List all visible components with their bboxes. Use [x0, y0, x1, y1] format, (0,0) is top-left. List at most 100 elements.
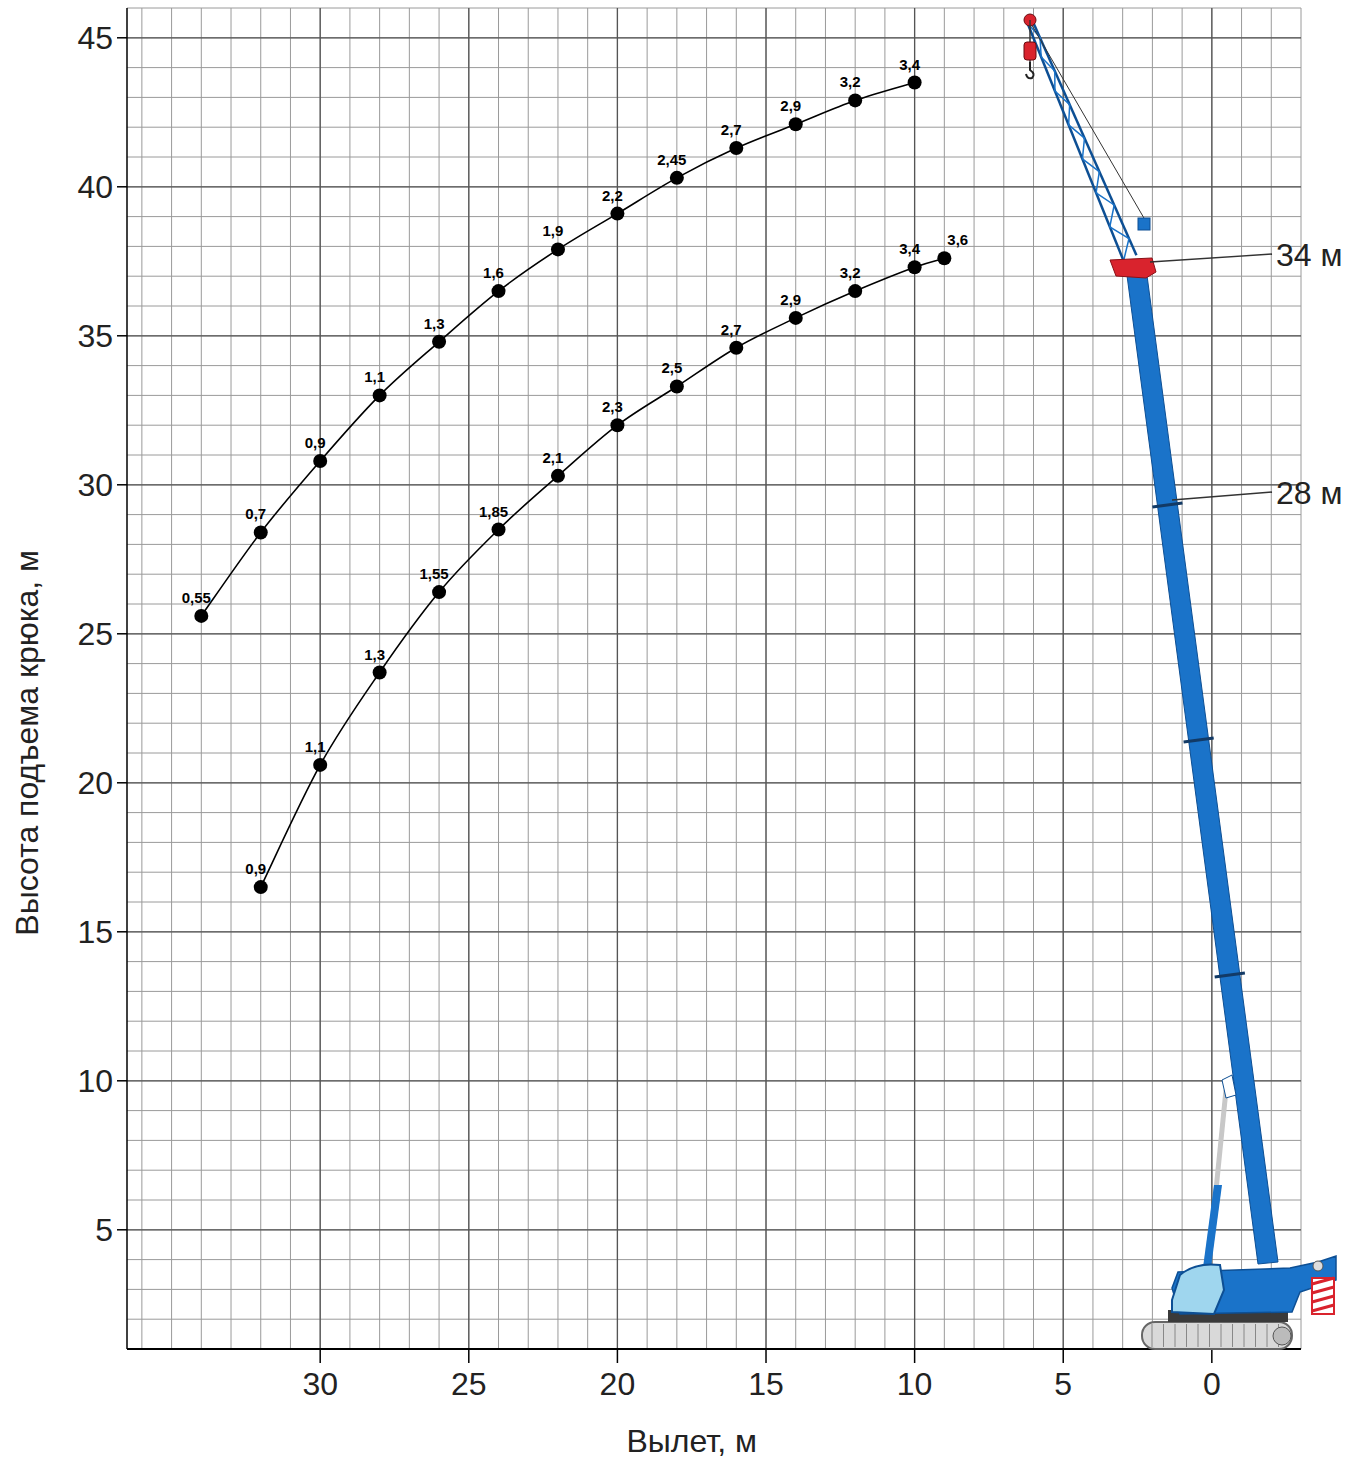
point — [551, 469, 565, 483]
y-tick — [117, 782, 127, 784]
minor-grid — [409, 8, 410, 1349]
x-tick-label: 5 — [1054, 1366, 1072, 1402]
x-tick — [617, 1349, 619, 1363]
load-label: 0,9 — [305, 434, 326, 451]
series-label: 28 м — [1276, 475, 1342, 511]
load-label: 2,3 — [602, 398, 623, 415]
load-label: 1,1 — [364, 368, 385, 385]
series-label: 34 м — [1276, 237, 1342, 273]
cab — [1172, 1264, 1224, 1314]
y-tick — [117, 484, 127, 486]
point — [908, 76, 922, 90]
stripe — [1312, 1296, 1334, 1302]
minor-grid — [127, 1170, 1301, 1171]
grid-line — [127, 484, 1301, 485]
load-label: 1,85 — [479, 503, 508, 520]
load-label: 1,9 — [543, 222, 564, 239]
minor-grid — [349, 8, 350, 1349]
point — [313, 454, 327, 468]
minor-grid — [127, 1229, 1301, 1230]
load-label: 3,2 — [840, 73, 861, 90]
load-label: 2,9 — [780, 291, 801, 308]
minor-grid — [127, 186, 1301, 187]
track-link — [1221, 1324, 1222, 1347]
minor-grid — [127, 425, 1301, 426]
minor-grid — [127, 67, 1301, 68]
minor-grid — [127, 514, 1301, 515]
minor-grid — [127, 663, 1301, 664]
point — [848, 284, 862, 298]
minor-grid — [127, 97, 1301, 98]
grid-line — [320, 8, 321, 1349]
track-link — [1163, 1324, 1164, 1347]
y-tick — [117, 1080, 127, 1082]
boom-head — [1110, 258, 1156, 278]
load-label: 1,3 — [424, 315, 445, 332]
minor-grid — [127, 753, 1301, 754]
x-tick — [1211, 1349, 1213, 1363]
point — [373, 388, 387, 402]
load-label: 2,9 — [780, 97, 801, 114]
load-curve — [261, 258, 945, 887]
minor-grid — [127, 8, 1301, 9]
boom-joint — [1215, 973, 1245, 977]
load-label: 1,1 — [305, 738, 326, 755]
grid-line — [765, 8, 766, 1349]
x-tick-label: 20 — [600, 1366, 636, 1402]
idler — [1273, 1327, 1291, 1345]
minor-grid — [884, 8, 885, 1349]
minor-grid — [127, 1110, 1301, 1111]
load-label: 2,7 — [721, 321, 742, 338]
minor-grid — [127, 1021, 1301, 1022]
minor-grid — [201, 8, 202, 1349]
minor-grid — [557, 8, 558, 1349]
jib-strut — [1138, 218, 1150, 230]
minor-grid — [736, 8, 737, 1349]
track-link — [1198, 1324, 1199, 1347]
grid-line — [127, 37, 1301, 38]
minor-grid — [127, 335, 1301, 336]
y-tick-label: 15 — [77, 914, 113, 950]
x-tick — [319, 1349, 321, 1363]
minor-grid — [127, 1200, 1301, 1201]
minor-grid — [127, 991, 1301, 992]
track-link — [1152, 1324, 1153, 1347]
minor-grid — [127, 902, 1301, 903]
point — [789, 311, 803, 325]
load-label: 3,2 — [840, 264, 861, 281]
minor-grid — [127, 693, 1301, 694]
minor-grid — [439, 8, 440, 1349]
point — [610, 418, 624, 432]
y-tick — [117, 633, 127, 635]
grid — [127, 8, 1301, 1349]
load-label: 0,55 — [182, 589, 211, 606]
sheave-rear — [1313, 1261, 1323, 1271]
x-tick-label: 25 — [451, 1366, 487, 1402]
pendant — [1030, 22, 1148, 225]
y-tick-label: 25 — [77, 616, 113, 652]
point — [373, 666, 387, 680]
x-axis-title: Вылет, м — [626, 1423, 757, 1459]
stripe — [1312, 1287, 1334, 1293]
minor-grid — [127, 812, 1301, 813]
minor-grid — [498, 8, 499, 1349]
load-curve — [201, 83, 914, 616]
point — [432, 585, 446, 599]
point — [254, 525, 268, 539]
grid-line — [127, 931, 1301, 932]
minor-grid — [468, 8, 469, 1349]
minor-grid — [676, 8, 677, 1349]
load-label: 2,5 — [661, 359, 682, 376]
minor-grid — [127, 1140, 1301, 1141]
minor-grid — [706, 8, 707, 1349]
x-tick — [765, 1349, 767, 1363]
axes: 05101520253051015202530354045 — [77, 8, 1301, 1402]
minor-grid — [141, 8, 142, 1349]
point — [937, 251, 951, 265]
minor-grid — [587, 8, 588, 1349]
point — [432, 335, 446, 349]
minor-grid — [127, 127, 1301, 128]
load-label: 3,6 — [947, 231, 968, 248]
minor-grid — [127, 216, 1301, 217]
point — [551, 242, 565, 256]
